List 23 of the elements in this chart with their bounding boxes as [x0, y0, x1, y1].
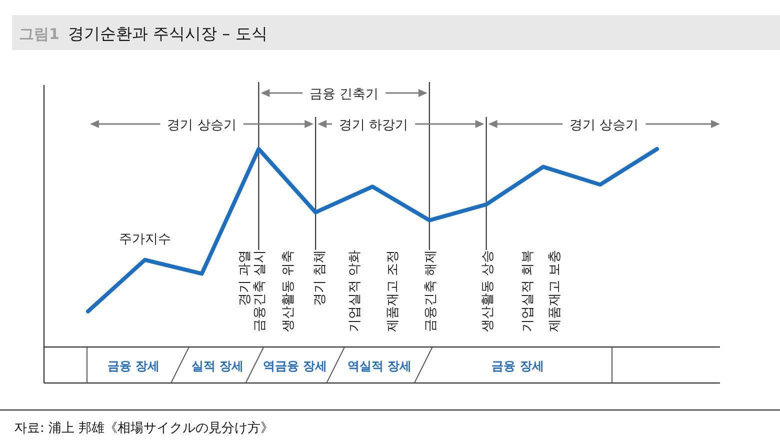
annotation: 제품재고 보충 [547, 250, 562, 332]
annotation: 생산활동 위축 [281, 250, 296, 332]
chart-title: 경기순환과 주식시장 – 도식 [68, 24, 268, 43]
text: 역실적 장세 [347, 359, 412, 373]
series-label: 주가지수 [118, 232, 171, 247]
annotation: 금융긴축 실시 [252, 250, 268, 332]
text: 자료: 浦上 邦雄《相場サイクルの見分け方》 [14, 420, 274, 436]
text: 역금융 장세 [263, 359, 328, 373]
annotation: 금융긴축 해제 [423, 250, 438, 332]
text: 경기 상승기 [167, 118, 236, 133]
annotation: 경기 침체 [312, 250, 328, 306]
text: 금융 긴축기 [309, 87, 379, 102]
text: 실적 장세 [191, 359, 244, 373]
annotation: 기업실적 악화 [348, 250, 363, 332]
annotation: 제품재고 조정 [385, 250, 400, 332]
chart-subtitle: 그림1 [19, 25, 60, 43]
text: 경기 하강기 [338, 118, 408, 133]
text: 경기 상승기 [570, 118, 639, 133]
text: 금융 장세 [492, 359, 544, 373]
annotation: 경기 과열 [238, 250, 253, 306]
text: 금융 장세 [107, 359, 160, 373]
annotation: 기업실적 회복 [520, 250, 536, 332]
annotation: 생산활동 상승 [480, 250, 496, 332]
